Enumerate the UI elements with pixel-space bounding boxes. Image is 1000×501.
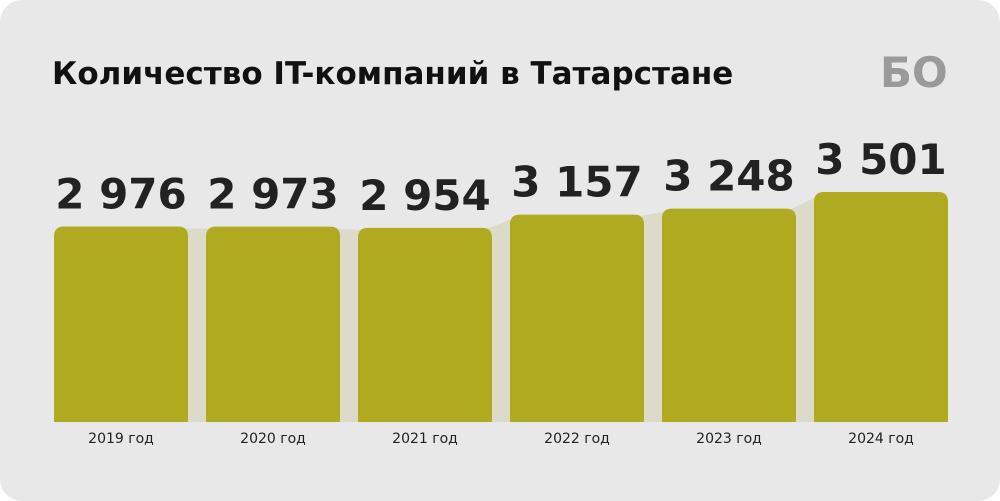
bar <box>510 214 644 422</box>
value-label: 2 973 <box>207 170 339 219</box>
bar <box>814 192 948 422</box>
x-tick-label: 2021 год <box>392 431 458 447</box>
bar <box>662 208 796 422</box>
x-tick-label: 2023 год <box>696 431 762 447</box>
connector <box>788 194 822 422</box>
connector <box>484 216 518 422</box>
x-tick-label: 2019 год <box>88 431 154 447</box>
connector <box>636 210 670 422</box>
x-tick-label: 2024 год <box>848 431 914 447</box>
logo: БО <box>880 48 948 97</box>
bar <box>358 227 492 422</box>
connectors <box>180 194 822 422</box>
connector <box>332 228 366 422</box>
bar <box>54 226 188 422</box>
value-label: 2 954 <box>359 171 491 220</box>
value-label: 3 157 <box>511 158 643 207</box>
x-tick-label: 2022 год <box>544 431 610 447</box>
x-tick-label: 2020 год <box>240 431 306 447</box>
value-label: 2 976 <box>55 169 187 218</box>
chart-title: Количество IT-компаний в Татарстане <box>52 56 733 92</box>
bar <box>206 226 340 422</box>
value-label: 3 248 <box>663 152 795 201</box>
connector <box>180 228 214 422</box>
value-label: 3 501 <box>815 135 947 184</box>
